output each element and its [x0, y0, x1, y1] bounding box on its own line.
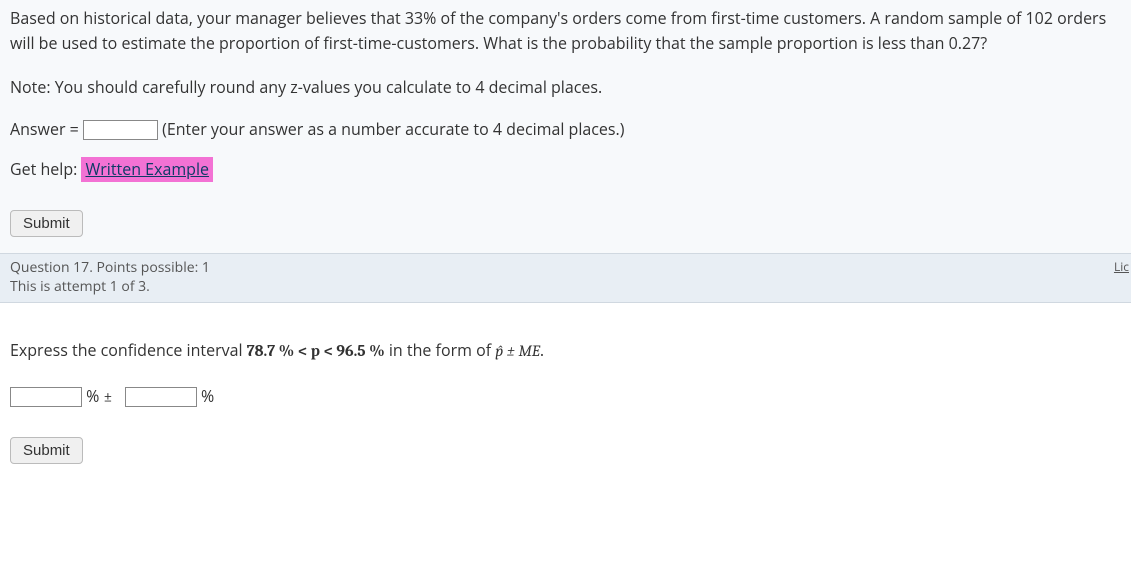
question-16-block: Based on historical data, your manager b… [0, 0, 1131, 253]
question-17-text: Express the confidence interval 78.7 % <… [10, 339, 1121, 361]
answer-label-pre: Answer = [10, 118, 83, 140]
get-help-label: Get help: [10, 158, 81, 180]
plus-minus: ± [104, 388, 113, 406]
written-example-link[interactable]: Written Example [81, 157, 213, 182]
question-17-block: Express the confidence interval 78.7 % <… [0, 321, 1131, 481]
phat-input[interactable] [10, 387, 82, 407]
q17-mid: in the form of [385, 339, 496, 361]
answer-hint: (Enter your answer as a number accurate … [162, 118, 624, 140]
q17-period: . [540, 339, 544, 361]
meta-line2: This is attempt 1 of 3. [10, 277, 1121, 296]
gap [0, 303, 1131, 321]
answer-row: Answer = (Enter your answer as a number … [10, 118, 1121, 140]
answer-input[interactable] [83, 120, 158, 140]
get-help-row: Get help: Written Example [10, 158, 1121, 180]
question-meta-bar: Question 17. Points possible: 1 This is … [0, 253, 1131, 303]
ci-expression: 78.7 % < p < 96.5 % [247, 342, 385, 360]
phat-me: p̂ ± ME [495, 342, 540, 360]
q17-pre: Express the confidence interval [10, 339, 247, 361]
meta-line1: Question 17. Points possible: 1 [10, 258, 1121, 277]
percent-label-1: % [86, 385, 103, 407]
question-16-text: Based on historical data, your manager b… [10, 6, 1121, 56]
submit-button-q17[interactable]: Submit [10, 437, 83, 464]
license-link[interactable]: Lic [1114, 258, 1129, 275]
percent-label-2: % [201, 385, 214, 407]
submit-button-q16[interactable]: Submit [10, 210, 83, 237]
ci-input-row: % ± % [10, 385, 1121, 408]
me-input[interactable] [125, 387, 197, 407]
question-16-note: Note: You should carefully round any z-v… [10, 76, 1121, 98]
